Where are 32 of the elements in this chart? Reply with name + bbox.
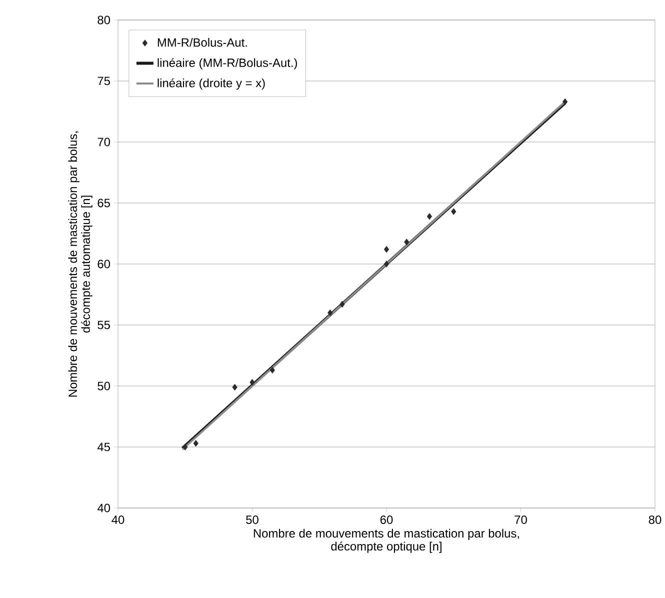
x-tick-label: 50 <box>246 516 258 524</box>
point <box>270 366 275 374</box>
point <box>328 309 333 316</box>
point <box>384 246 390 253</box>
x-tick-label: 60 <box>380 516 393 524</box>
point <box>340 300 345 308</box>
x-tick-label: 80 <box>648 516 662 524</box>
legend-label: linéaire (MM-R/Bolus-Aut.) <box>158 58 297 70</box>
y-tick-label: 70 <box>98 138 110 146</box>
point <box>232 384 238 391</box>
y-tick-label: 75 <box>98 76 110 86</box>
y-tick-label: 65 <box>98 198 110 208</box>
point <box>182 444 188 450</box>
x-axis-title: Nombre de mouvements de mastication par bolus, décompte optique [n] <box>254 528 519 553</box>
y-tick-label: 50 <box>98 382 110 390</box>
y-tick-label: 40 <box>97 504 110 512</box>
y-axis-title: Nombre de mouvements de mastication par bolus, décompte automatique [n] <box>68 132 92 397</box>
y-tick-label: 45 <box>97 442 110 452</box>
point <box>404 238 410 246</box>
point <box>384 260 390 268</box>
point <box>426 213 432 220</box>
point <box>193 440 198 447</box>
x-tick-label: 70 <box>514 516 527 524</box>
y-tick-label: 80 <box>98 16 110 24</box>
y-tick-label: 60 <box>98 260 110 268</box>
legend-label: linéaire (droite y = x) <box>158 78 265 90</box>
y-tick-label: 55 <box>98 320 110 330</box>
point <box>451 208 456 215</box>
point <box>562 98 568 106</box>
legend-label: MM-R/Bolus-Aut. <box>158 38 247 47</box>
point <box>250 378 255 386</box>
x-tick-label: 40 <box>112 516 124 524</box>
